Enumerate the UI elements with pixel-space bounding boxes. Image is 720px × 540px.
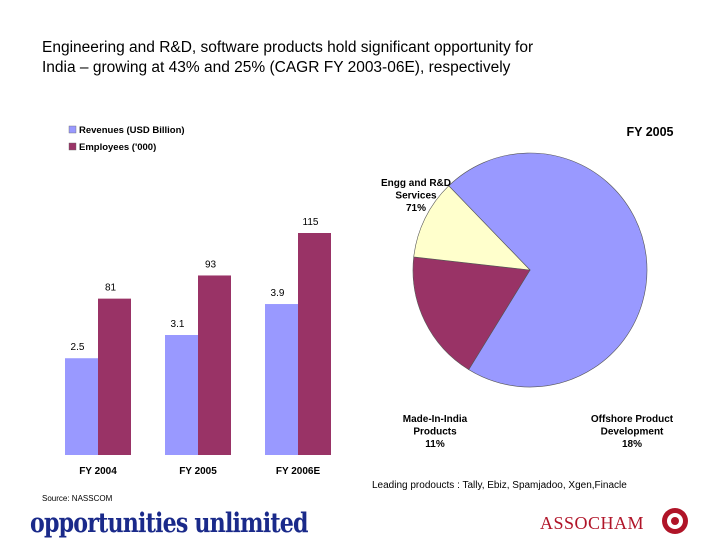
pie-label-line: Made-In-India [403, 414, 468, 425]
employees-data-label: 115 [303, 217, 319, 228]
x-tick-label: FY 2004 [79, 466, 117, 477]
x-tick-label: FY 2005 [179, 466, 217, 477]
bar-legend: Revenues (USD Billion) Employees ('000) [68, 125, 185, 153]
pie-slice [412, 256, 531, 371]
pie-label-line: Offshore Product [591, 414, 674, 425]
page-title: Engineering and R&D, software products h… [42, 38, 692, 78]
title-line-1: Engineering and R&D, software products h… [42, 39, 534, 56]
revenue-bar [265, 304, 298, 455]
leading-products-note: Leading prodoucts : Tally, Ebiz, Spamjad… [372, 480, 627, 491]
revenue-data-label: 3.9 [271, 288, 285, 299]
revenue-data-label: 3.1 [171, 319, 185, 330]
opportunities-unlimited-logo: opportunities unlimited [30, 508, 309, 539]
employees-bar [198, 275, 231, 455]
pie-slice [448, 152, 648, 388]
employees-data-label: 93 [205, 259, 217, 270]
x-tick-label: FY 2006E [276, 466, 321, 477]
pie-value-label: 71% [406, 203, 426, 214]
pie-label-line: Services [395, 191, 437, 202]
assocham-logo-text: ASSOCHAM [540, 513, 645, 533]
legend-swatch [68, 125, 77, 134]
pie-title: FY 2005 [626, 125, 673, 139]
employees-bar [98, 298, 131, 455]
employees-bar [298, 233, 331, 455]
legend-swatch [68, 142, 77, 151]
pie-slice [413, 185, 531, 271]
pie-label-line: Products [413, 427, 457, 438]
pie-value-label: 18% [622, 439, 642, 450]
title-line-2: India – growing at 43% and 25% (CAGR FY … [42, 59, 511, 76]
legend-label: Revenues (USD Billion) [79, 125, 185, 136]
assocham-emblem-icon [662, 508, 688, 534]
legend-label: Employees ('000) [79, 142, 156, 153]
revenue-bar [165, 335, 198, 455]
revenue-bar [65, 358, 98, 455]
employees-data-label: 81 [105, 283, 117, 294]
pie-label-line: Development [601, 427, 664, 438]
pie-value-label: 11% [425, 439, 445, 450]
revenue-data-label: 2.5 [71, 342, 85, 353]
pie-label-line: Engg and R&D [381, 178, 451, 189]
source-note: Source: NASSCOM [42, 494, 113, 503]
